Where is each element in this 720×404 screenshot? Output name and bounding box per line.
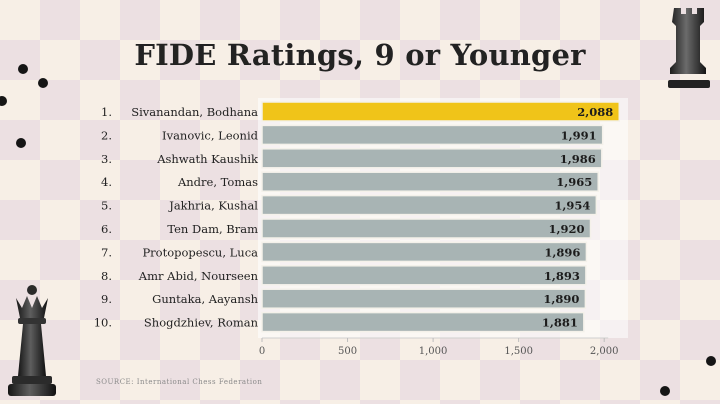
rank-label: 9. <box>101 292 112 306</box>
bar-value-label: 1,896 <box>544 245 580 259</box>
category-label: Protopopescu, Luca <box>142 245 258 259</box>
bar <box>261 148 603 169</box>
decor-dot <box>16 138 26 148</box>
bar <box>261 311 585 333</box>
rank-label: 1. <box>101 105 112 119</box>
x-tick-label: 1,500 <box>504 346 533 357</box>
bar <box>261 265 587 286</box>
category-label: Jakhria, Kushal <box>168 199 258 213</box>
bar <box>261 194 598 216</box>
bar-value-label: 1,890 <box>543 292 579 306</box>
category-label: Guntaka, Aayansh <box>152 292 258 306</box>
category-label: Ashwath Kaushik <box>156 152 259 166</box>
bar <box>261 241 588 263</box>
rank-label: 4. <box>101 175 112 189</box>
rank-label: 3. <box>101 152 112 166</box>
bar-value-label: 1,965 <box>556 175 592 189</box>
rank-label: 8. <box>101 269 112 283</box>
bar <box>261 288 587 309</box>
decor-dot <box>660 386 670 396</box>
rook-piece-icon <box>668 8 710 88</box>
rank-label: 6. <box>101 222 112 236</box>
bar <box>261 101 621 122</box>
x-tick-label: 0 <box>259 346 265 357</box>
category-label: Andre, Tomas <box>177 175 258 189</box>
bar <box>261 218 592 239</box>
decor-dot <box>0 96 7 106</box>
decor-dot <box>706 356 716 366</box>
decor-dot <box>18 64 28 74</box>
bar-value-label: 1,881 <box>542 316 578 330</box>
bar-value-label: 1,954 <box>554 199 590 213</box>
category-label: Shogdzhiev, Roman <box>144 316 259 330</box>
rank-label: 7. <box>101 245 112 259</box>
rank-label: 10. <box>94 316 112 330</box>
rank-label: 5. <box>101 199 112 213</box>
bar-value-label: 2,088 <box>577 105 613 119</box>
rank-label: 2. <box>101 128 112 142</box>
source-note: SOURCE: International Chess Federation <box>96 378 263 386</box>
x-tick-label: 1,000 <box>419 346 448 357</box>
x-tick-label: 500 <box>338 346 357 357</box>
queen-piece-icon <box>8 285 56 396</box>
bar-value-label: 1,920 <box>548 222 584 236</box>
bar <box>261 171 599 192</box>
bar-value-label: 1,986 <box>560 152 596 166</box>
decor-dot <box>38 78 48 88</box>
chart-title: FIDE Ratings, 9 or Younger <box>134 38 586 72</box>
bar-value-label: 1,893 <box>544 269 580 283</box>
category-label: Ivanovic, Leonid <box>162 128 259 142</box>
x-tick-label: 2,000 <box>590 346 619 357</box>
bar <box>261 124 604 146</box>
category-label: Amr Abid, Nourseen <box>138 269 259 283</box>
category-label: Ten Dam, Bram <box>167 222 258 236</box>
category-label: Sivanandan, Bodhana <box>131 105 258 119</box>
bar-value-label: 1,991 <box>561 128 597 142</box>
